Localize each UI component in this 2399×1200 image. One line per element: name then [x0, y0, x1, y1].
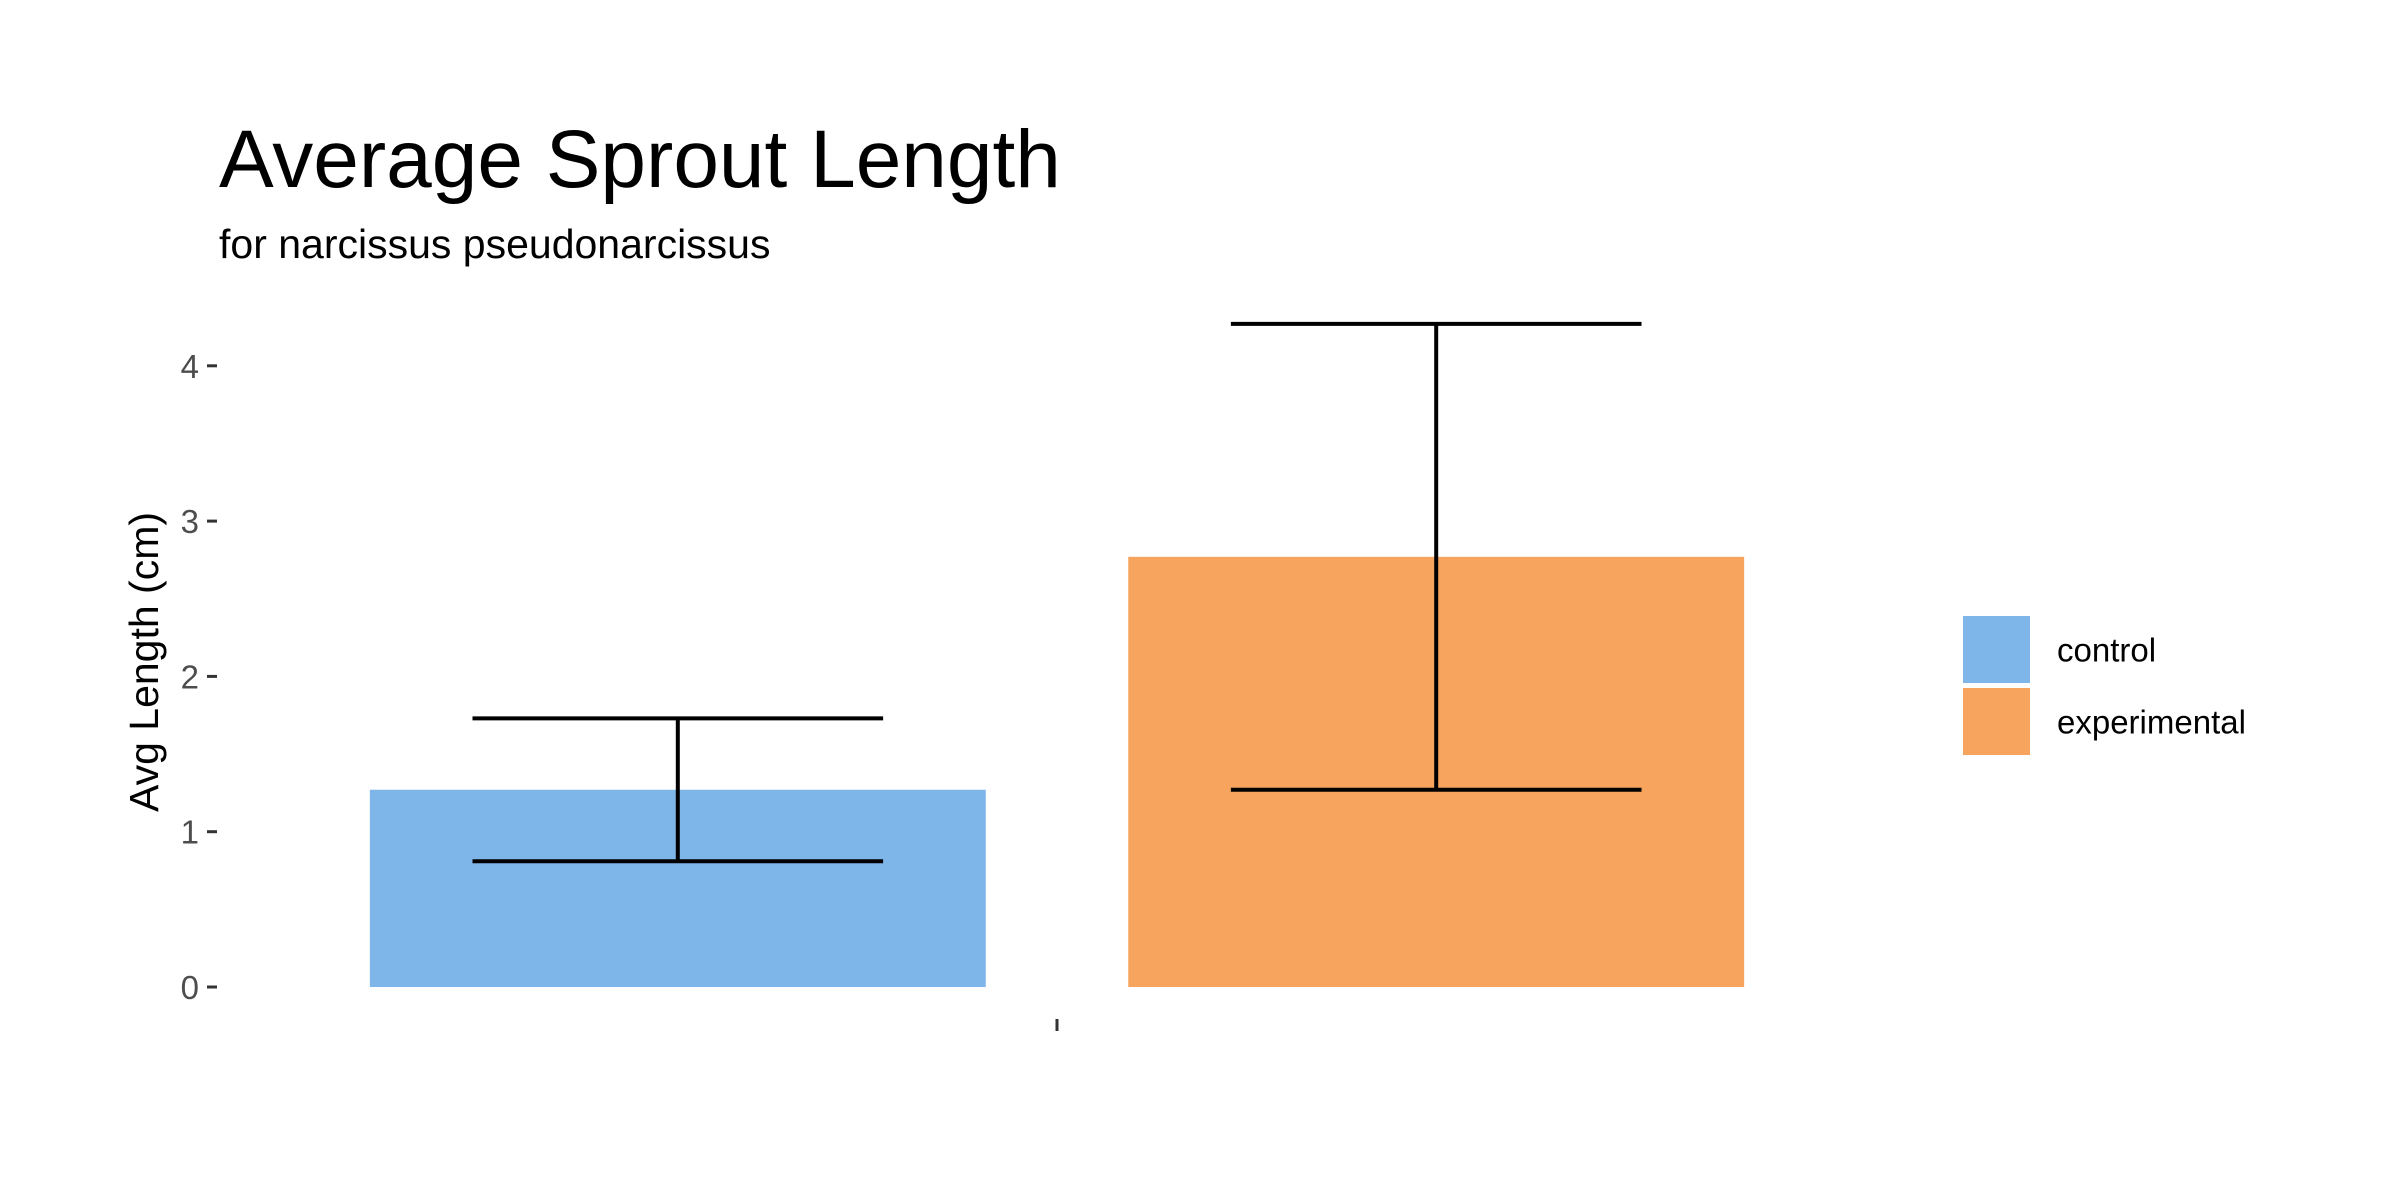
legend-item-control: control	[1963, 616, 2156, 683]
legend-item-experimental: experimental	[1963, 688, 2246, 755]
chart-subtitle: for narcissus pseudonarcissus	[219, 221, 770, 267]
legend-label: experimental	[2057, 704, 2246, 741]
error-bar-control	[472, 716, 884, 864]
error-bars	[472, 321, 1642, 864]
legend-swatch	[1963, 616, 2030, 683]
chart-title: Average Sprout Length	[219, 114, 1061, 205]
y-tick-label: 4	[181, 348, 199, 385]
legend-swatch	[1963, 688, 2030, 755]
y-axis: 0 1 2 3 4	[181, 348, 217, 1006]
y-tick-label: 2	[181, 658, 199, 695]
legend: control experimental	[1963, 616, 2246, 755]
y-axis-title: Avg Length (cm)	[121, 512, 167, 812]
bars	[369, 556, 1745, 987]
legend-label: control	[2057, 632, 2156, 669]
y-tick-label: 1	[181, 814, 199, 851]
y-tick-label: 3	[181, 503, 199, 540]
y-tick-label: 0	[181, 969, 199, 1006]
error-bar-experimental	[1230, 321, 1642, 792]
